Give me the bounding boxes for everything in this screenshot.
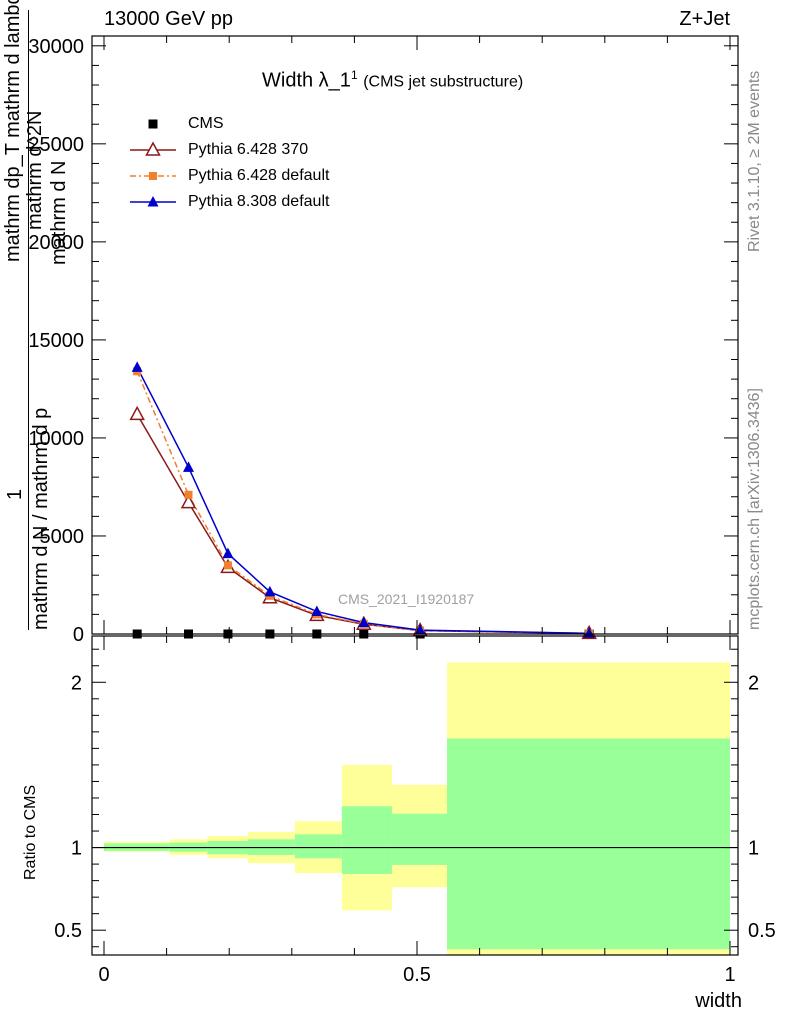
legend-marker-1 <box>145 141 161 156</box>
ratio-ytick-label-right: 1 <box>748 838 759 860</box>
y-label-line2: mathrm dp_T mathrm d lambda <box>2 0 24 262</box>
series-point-3 <box>222 547 234 559</box>
legend-cms: CMS <box>188 115 224 132</box>
ratio-ytick-label: 2 <box>71 672 82 694</box>
main-ytick-label: 20000 <box>28 232 84 254</box>
ratio-band-green <box>294 834 342 859</box>
chart-title-sup: 1 <box>350 68 358 82</box>
series-line-3 <box>136 367 590 635</box>
y-label-fraction-top: 1 <box>4 488 26 500</box>
series-point-3 <box>583 627 595 638</box>
chart-title: Width λ_11 (CMS jet substructure) <box>262 68 523 93</box>
legend-pythia6-370: Pythia 6.428 370 <box>188 141 309 158</box>
series-point-3 <box>183 461 195 472</box>
ratio-ytick-label: 0.5 <box>54 920 82 942</box>
watermark: CMS_2021_I1920187 <box>338 591 475 607</box>
ratio-band-green <box>341 806 392 875</box>
header-energy: 13000 GeV pp <box>104 8 233 30</box>
axes-layer: 0 5000 10000 15000 20000 25000 30000 0 0.5 1 0.5 0.… <box>28 35 776 986</box>
ratio-band-green <box>447 738 730 950</box>
ratio-bands-layer <box>92 662 738 955</box>
y-label-denom: mathrm d^2N <box>24 110 46 230</box>
series-point-3 <box>358 616 370 628</box>
x-axis-label: width <box>695 990 742 1012</box>
y-axis-label-ratio: Ratio to CMS <box>22 784 39 880</box>
series-point-2 <box>184 490 193 499</box>
main-ytick-label: 30000 <box>28 36 84 58</box>
chart-title-main: Width λ_1 <box>262 69 351 92</box>
ratio-frame <box>91 635 739 956</box>
legend-pythia8-default: Pythia 8.308 default <box>188 193 330 210</box>
series-point-1 <box>180 494 197 509</box>
legend-marker-0 <box>148 119 158 129</box>
ratio-ytick-label: 1 <box>71 838 82 860</box>
series-point-3 <box>311 605 323 616</box>
y-label-numer: mathrm d N / mathrm d p <box>30 407 52 630</box>
y-axis-label-main: 1 mathrm d N / mathrm d p mathrm dp_T ma… <box>0 0 80 630</box>
series-point-1 <box>129 405 145 421</box>
main-ytick-label: 25000 <box>28 134 84 156</box>
legend-marker-3 <box>147 196 159 207</box>
series-point-2 <box>223 561 232 570</box>
main-ytick-label: 5000 <box>40 526 85 548</box>
chart-subtitle: (CMS jet substructure) <box>363 73 524 91</box>
ratio-ytick-label-right: 2 <box>748 672 759 694</box>
main-ytick-label: 0 <box>73 624 84 646</box>
series-point-3 <box>131 361 143 372</box>
ratio-xtick-label: 0 <box>98 964 109 986</box>
header-process: Z+Jet <box>679 8 730 30</box>
legend-marker-2 <box>149 172 157 180</box>
ratio-xtick-label: 0.5 <box>403 964 431 986</box>
side-mcplots: mcplots.cern.ch [arXiv:1306.3436] <box>746 388 763 630</box>
ratio-band-green <box>391 813 448 865</box>
ratio-ytick-label-right: 0.5 <box>748 920 776 942</box>
series-point-3 <box>264 585 276 597</box>
side-rivet: Rivet 3.1.10, ≥ 2M events <box>746 70 763 252</box>
ratio-xtick-label: 1 <box>724 964 735 986</box>
legend-pythia6-default: Pythia 6.428 default <box>188 167 330 184</box>
main-ytick-label: 10000 <box>28 428 84 450</box>
main-ytick-label: 15000 <box>28 330 84 352</box>
main-frame <box>91 35 739 635</box>
y-label-line3: mathrm d N <box>48 160 70 265</box>
